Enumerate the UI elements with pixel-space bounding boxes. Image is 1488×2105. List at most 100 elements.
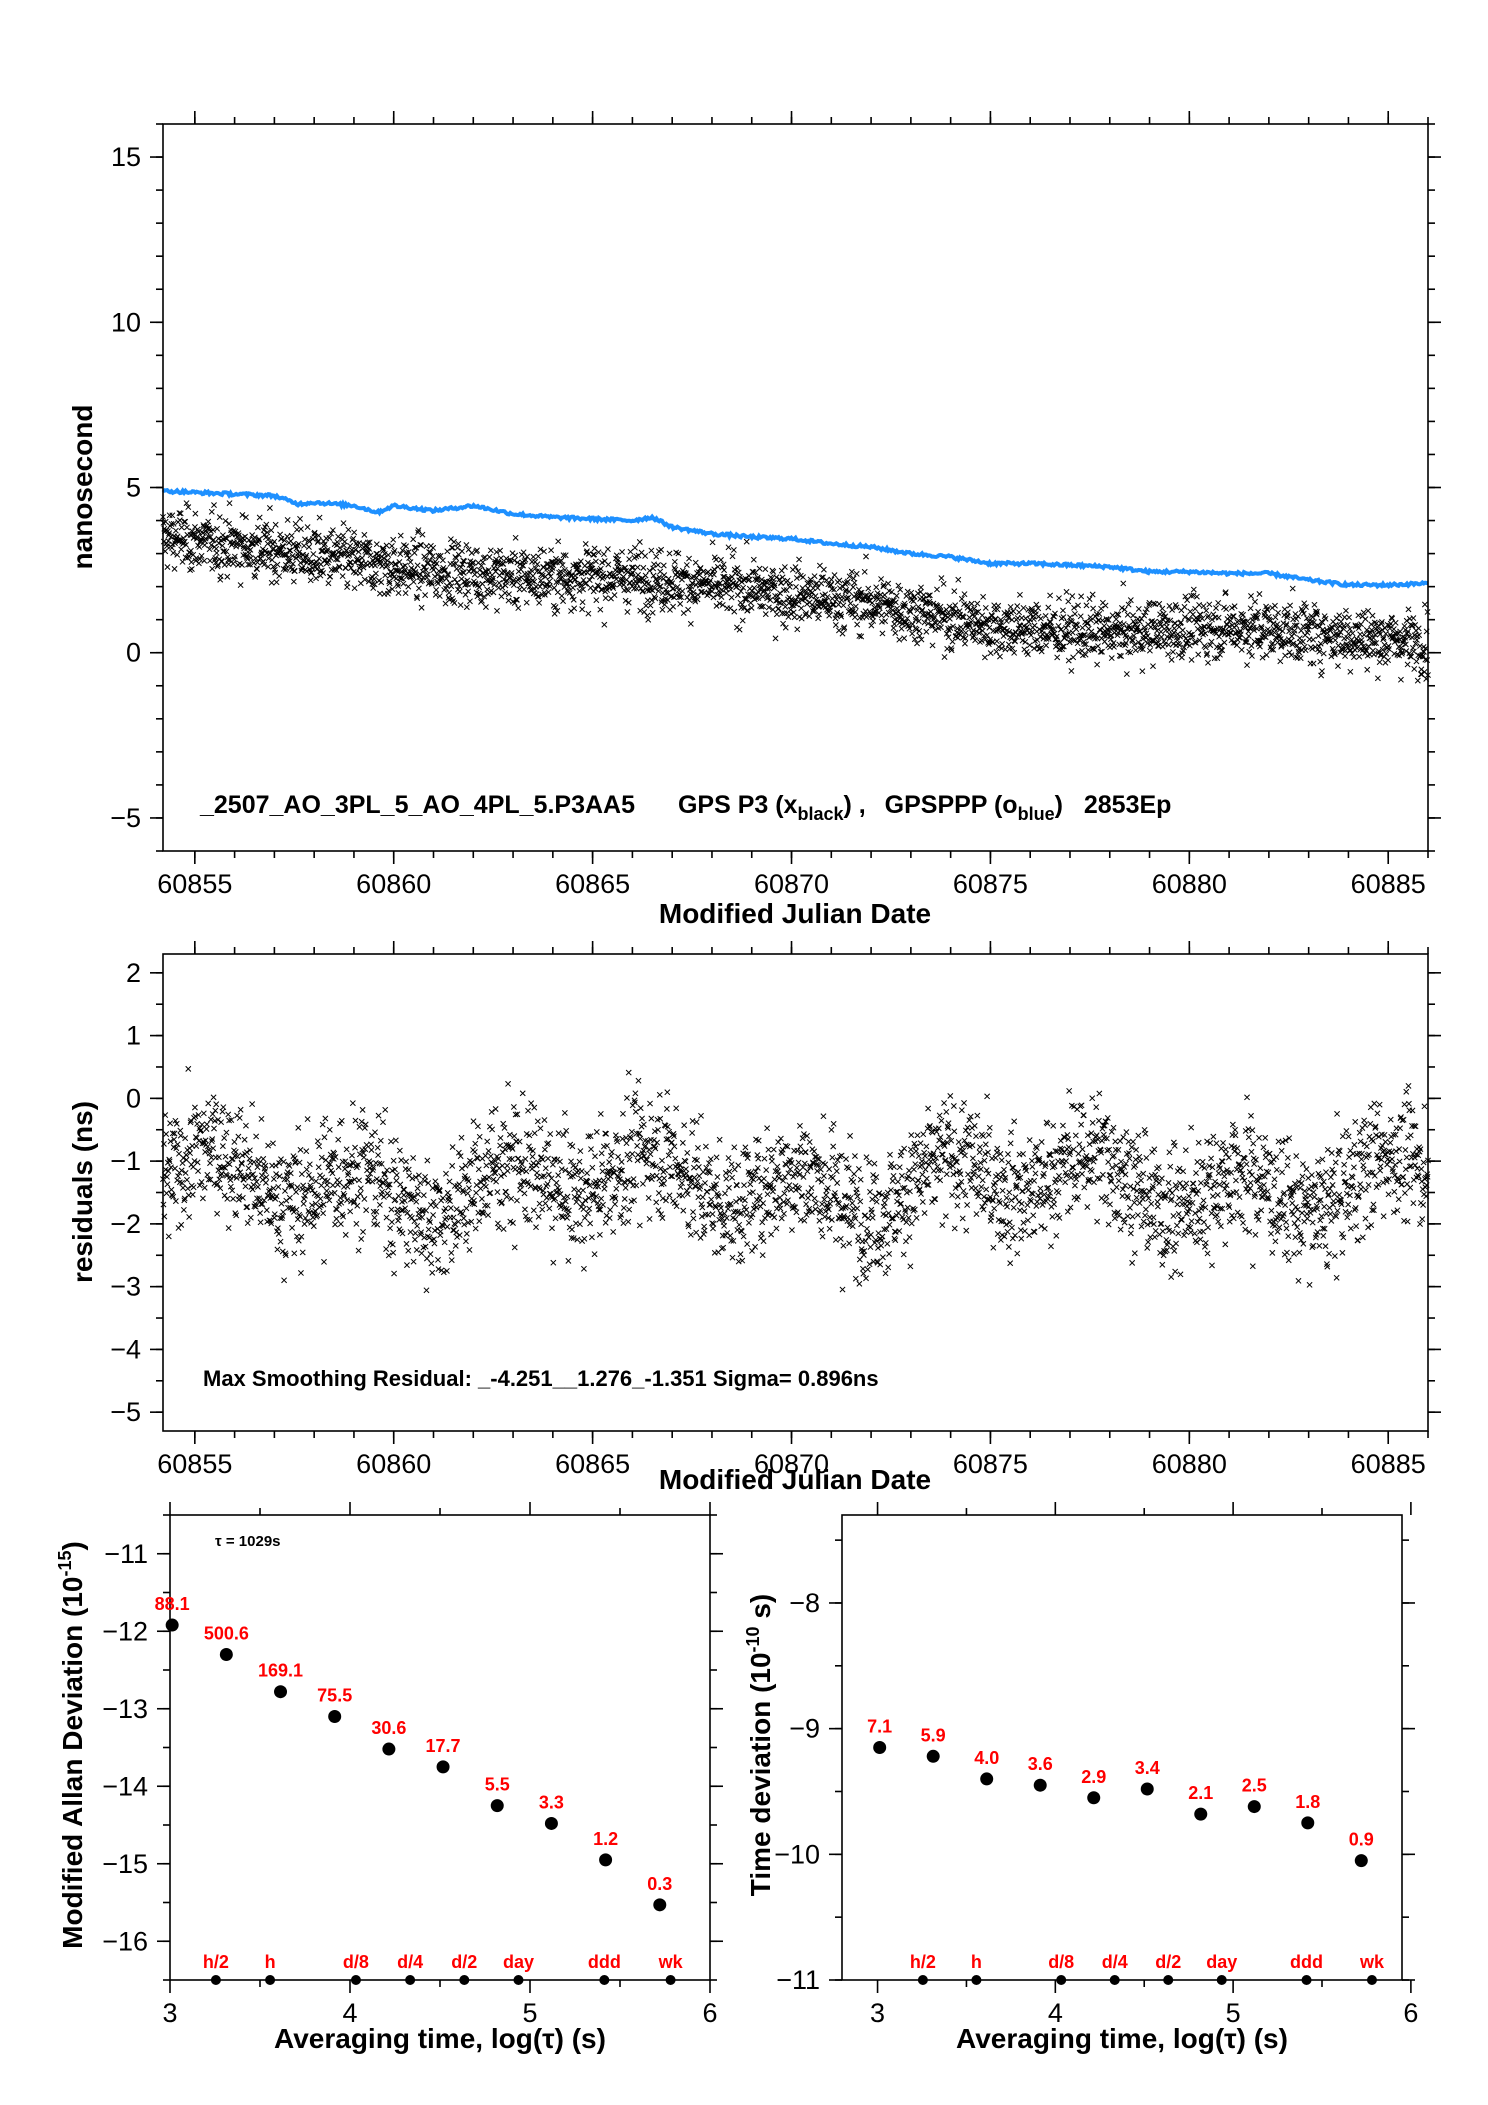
offset-x-mark [427, 549, 434, 556]
offset-x-mark [1252, 598, 1258, 605]
residual-x-mark [411, 1218, 418, 1225]
offset-x-mark [1024, 651, 1031, 658]
offset-x-mark [436, 593, 443, 599]
offset-x-mark [559, 562, 566, 568]
residual-x-mark [388, 1219, 395, 1226]
offset-x-mark [1233, 622, 1240, 629]
offset-x-mark [572, 576, 579, 583]
offset-x-mark [271, 538, 278, 545]
residual-x-mark [544, 1180, 551, 1187]
residual-x-mark [961, 1100, 968, 1106]
residual-x-mark [316, 1143, 323, 1150]
offset-x-mark [471, 566, 478, 573]
offset-x-mark [433, 586, 440, 593]
residual-x-mark [786, 1182, 793, 1189]
x-tick-label: 60860 [356, 869, 431, 899]
offset-x-mark [1342, 653, 1349, 660]
offset-x-mark [1069, 593, 1076, 600]
offset-x-mark [261, 561, 268, 568]
offset-x-mark [484, 571, 491, 578]
y-tick-label: 5 [126, 473, 141, 503]
residual-x-mark [390, 1249, 397, 1256]
residual-x-mark [190, 1163, 197, 1170]
residual-x-mark [441, 1239, 448, 1246]
offset-x-mark [885, 580, 892, 587]
offset-x-mark [280, 543, 287, 550]
offset-x-mark [678, 576, 685, 583]
offset-x-mark [534, 561, 541, 568]
residual-x-mark [741, 1204, 748, 1211]
residual-x-mark [303, 1148, 310, 1155]
offset-x-mark [439, 557, 446, 564]
offset-x-mark [533, 568, 540, 575]
residual-x-mark [838, 1205, 845, 1212]
offset-x-mark [419, 577, 425, 584]
residual-x-mark [446, 1178, 453, 1185]
residual-x-mark [796, 1122, 803, 1129]
offset-x-mark [826, 612, 833, 619]
offset-x-mark [336, 564, 343, 571]
offset-x-mark [660, 562, 667, 569]
offset-x-mark [923, 628, 930, 635]
residual-x-mark [598, 1150, 605, 1157]
residual-x-mark [430, 1212, 437, 1219]
residual-x-mark [788, 1227, 795, 1234]
offset-x-mark [312, 534, 319, 540]
offset-x-mark [274, 549, 280, 556]
residuals-chart: 60855 60860 60865 60870 60875 60880 60885210−1… [67, 941, 1441, 1495]
residual-x-mark [1031, 1177, 1038, 1184]
residual-x-mark [1014, 1250, 1021, 1257]
offset-x-mark [168, 521, 175, 527]
offset-x-mark [405, 549, 412, 555]
offset-x-mark [1135, 605, 1142, 612]
offset-x-mark [216, 514, 223, 521]
residual-x-mark [677, 1184, 684, 1191]
offset-x-mark [192, 510, 199, 517]
residual-x-mark [472, 1140, 479, 1147]
residual-x-mark [847, 1132, 854, 1139]
offset-x-mark [537, 546, 544, 553]
offset-chart-frame [162, 123, 1429, 852]
offset-x-mark [433, 560, 440, 567]
residual-x-mark [885, 1210, 892, 1217]
offset-x-mark [395, 590, 402, 596]
offset-x-mark [464, 581, 471, 588]
offset-x-mark [417, 542, 424, 548]
residual-x-mark [978, 1183, 985, 1190]
offset-x-mark [290, 560, 296, 567]
residual-x-mark [637, 1105, 644, 1112]
residual-x-mark [295, 1124, 302, 1131]
residual-x-mark [908, 1132, 915, 1139]
offset-x-mark [444, 548, 451, 555]
offset-x-mark [1020, 604, 1027, 611]
residual-x-mark [886, 1221, 893, 1228]
offset-x-mark [380, 545, 386, 552]
residual-x-mark [913, 1214, 920, 1221]
title-epochs: 2853Ep [1084, 791, 1172, 819]
residual-x-mark [382, 1106, 389, 1113]
residual-x-mark [557, 1158, 563, 1165]
residual-x-mark [393, 1172, 400, 1179]
residual-x-mark [391, 1270, 398, 1277]
residual-x-mark [525, 1107, 531, 1114]
residual-x-mark [639, 1180, 646, 1187]
residual-x-mark [306, 1161, 313, 1168]
offset-x-mark [176, 517, 183, 524]
residual-x-mark [779, 1146, 786, 1153]
offset-x-mark [414, 562, 421, 569]
residual-x-mark [970, 1171, 977, 1178]
residual-x-mark [270, 1140, 276, 1147]
residual-x-mark [832, 1236, 839, 1243]
residual-x-mark [338, 1199, 345, 1206]
residual-x-mark [1018, 1200, 1025, 1207]
residual-x-mark [516, 1138, 523, 1145]
residual-x-mark [656, 1091, 663, 1098]
offset-x-mark [559, 574, 566, 580]
residual-x-mark [702, 1143, 709, 1150]
residual-x-mark [179, 1160, 186, 1167]
offset-x-mark [520, 549, 527, 556]
residual-x-mark [399, 1230, 406, 1237]
offset-x-mark [424, 571, 431, 578]
residual-x-mark [210, 1094, 217, 1101]
residual-x-mark [1021, 1208, 1028, 1215]
